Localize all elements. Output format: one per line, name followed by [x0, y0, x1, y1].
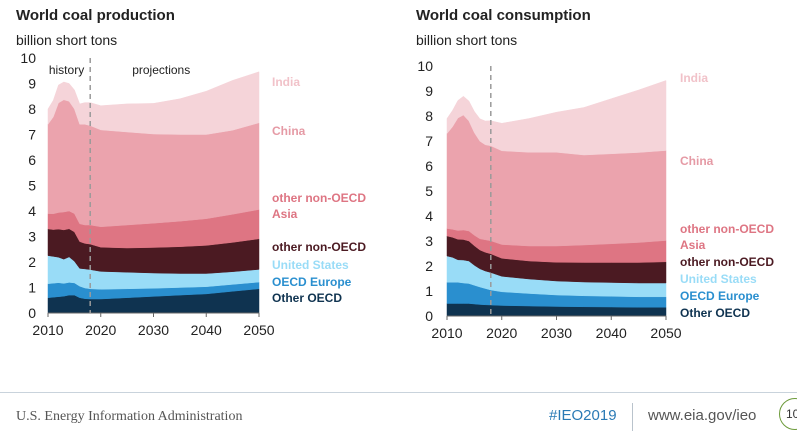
- history-label: history: [49, 63, 84, 77]
- area-india: [446, 80, 667, 156]
- footer-separator: [632, 403, 633, 431]
- y-tick-label: 10: [20, 50, 36, 66]
- legend-label-india: India: [272, 75, 300, 89]
- y-tick-label: 9: [28, 76, 36, 92]
- production-chart-subtitle: billion short tons: [16, 32, 118, 48]
- y-tick-label: 7: [28, 127, 36, 143]
- production-chart: 0 1 2 3 4 5 6 7 8 9 10 2010 2020 2030 2040 2050 history p…: [20, 50, 366, 338]
- y-tick-label: 4: [28, 203, 36, 219]
- consumption-chart-subtitle: billion short tons: [416, 32, 518, 48]
- x-tick-label: 2020: [486, 325, 517, 341]
- x-tick-label: 2020: [85, 322, 116, 338]
- y-tick-label: 8: [28, 101, 36, 117]
- x-tick-label: 2030: [138, 322, 169, 338]
- y-tick-label: 3: [425, 233, 433, 249]
- x-tick-label: 2040: [596, 325, 627, 341]
- legend-label-united-states: United States: [272, 258, 349, 272]
- legend-label-china: China: [272, 124, 306, 138]
- y-tick-label: 3: [28, 229, 36, 245]
- footer-agency: U.S. Energy Information Administration: [16, 409, 243, 424]
- legend-label-oecd-europe: OECD Europe: [272, 275, 352, 289]
- y-tick-label: 6: [425, 158, 433, 174]
- legend-label-india: India: [680, 71, 708, 85]
- footer-divider: [0, 392, 797, 393]
- y-tick-label: 2: [28, 254, 36, 270]
- consumption-chart: 0 1 2 3 4 5 6 7 8 9 10 2010 2020 2030 2040 2050 Other OE…: [417, 58, 774, 341]
- legend-label-other-oecd: Other OECD: [272, 291, 342, 305]
- legend-label-united-states: United States: [680, 272, 757, 286]
- y-tick-label: 4: [425, 208, 433, 224]
- legend-label-other-non-oecd-asia: other non-OECD: [680, 222, 774, 236]
- y-tick-label: 1: [425, 283, 433, 299]
- x-tick-label: 2040: [191, 322, 222, 338]
- page-number-badge: 10: [779, 398, 797, 430]
- legend-label-other-non-oecd: other non-OECD: [680, 255, 774, 269]
- legend-label-oecd-europe: OECD Europe: [680, 289, 760, 303]
- x-tick-label: 2010: [431, 325, 462, 341]
- x-tick-label: 2030: [541, 325, 572, 341]
- x-tick-label: 2050: [243, 322, 274, 338]
- x-tick-label: 2050: [650, 325, 681, 341]
- y-tick-label: 10: [417, 58, 433, 74]
- legend-label-other-non-oecd-asia-line2: Asia: [272, 207, 298, 221]
- consumption-chart-title: World coal consumption: [416, 7, 591, 24]
- footer-hashtag[interactable]: #IEO2019: [549, 407, 617, 424]
- footer-url-link[interactable]: www.eia.gov/ieo: [648, 407, 757, 424]
- y-tick-label: 5: [28, 178, 36, 194]
- legend-label-other-non-oecd: other non-OECD: [272, 240, 366, 254]
- y-tick-label: 2: [425, 258, 433, 274]
- area-india: [47, 71, 260, 135]
- production-chart-title: World coal production: [16, 7, 175, 24]
- y-tick-label: 0: [28, 305, 36, 321]
- y-tick-label: 5: [425, 183, 433, 199]
- y-tick-label: 6: [28, 152, 36, 168]
- legend-label-other-non-oecd-asia: other non-OECD: [272, 191, 366, 205]
- legend-label-other-non-oecd-asia-line2: Asia: [680, 238, 706, 252]
- y-tick-label: 0: [425, 308, 433, 324]
- y-tick-label: 8: [425, 108, 433, 124]
- y-tick-label: 9: [425, 83, 433, 99]
- y-tick-label: 1: [28, 280, 36, 296]
- y-tick-label: 7: [425, 133, 433, 149]
- legend-label-china: China: [680, 154, 714, 168]
- legend-label-other-oecd: Other OECD: [680, 306, 750, 320]
- projections-label: projections: [132, 63, 190, 77]
- x-tick-label: 2010: [32, 322, 63, 338]
